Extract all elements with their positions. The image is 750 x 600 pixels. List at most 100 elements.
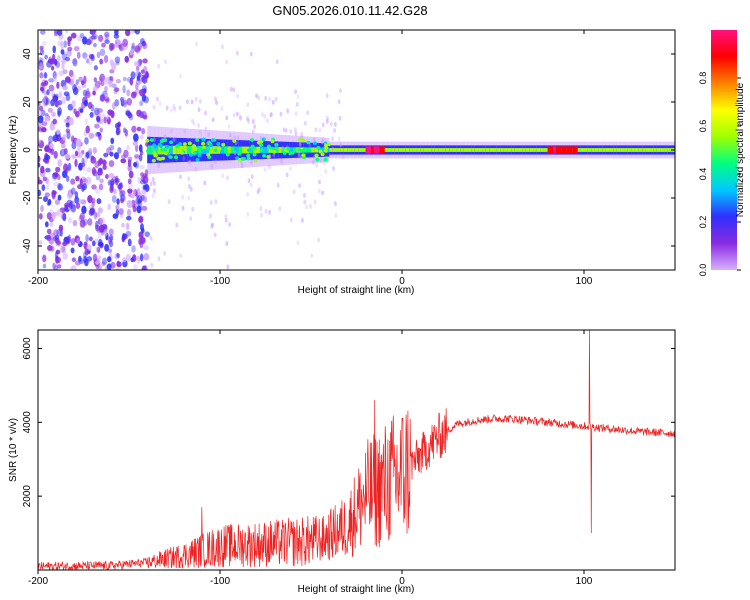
spectrogram-cell bbox=[86, 167, 92, 173]
spectrogram-cell bbox=[132, 91, 138, 97]
spectrogram-cell bbox=[134, 30, 141, 35]
spectrogram-cell bbox=[642, 148, 647, 152]
spectrogram-cell bbox=[40, 126, 47, 133]
spectrogram-cell bbox=[87, 59, 93, 66]
spectrogram-cell bbox=[358, 148, 363, 152]
spectrogram-cell bbox=[210, 164, 214, 169]
spectrogram-cell bbox=[553, 146, 556, 154]
spectrogram-cell bbox=[122, 76, 127, 82]
spectrogram-cell bbox=[214, 96, 217, 102]
spectrogram-cell bbox=[329, 148, 333, 152]
snr-y-tick-label: 2000 bbox=[22, 485, 33, 508]
spectrogram-cell bbox=[40, 82, 47, 87]
spectrogram-cell bbox=[56, 240, 62, 246]
spectrogram-cell bbox=[163, 138, 168, 143]
spectrogram-cell bbox=[609, 148, 614, 152]
spectrogram-cell bbox=[121, 96, 127, 105]
spectrogram-cell bbox=[127, 178, 132, 185]
spectrogram-cell bbox=[250, 138, 255, 142]
spectrogram-cell bbox=[70, 32, 77, 39]
spectrogram-cell bbox=[99, 178, 104, 184]
spectrogram-cell bbox=[315, 162, 319, 168]
spectrogram-cell bbox=[294, 89, 298, 95]
spectrogram-cell bbox=[42, 95, 49, 104]
spectrogram-cell bbox=[197, 107, 201, 113]
spectrogram-cell bbox=[106, 147, 112, 156]
spectrogram-cell bbox=[173, 155, 178, 159]
spectrogram-cell bbox=[365, 146, 369, 154]
spectrogram-cell bbox=[82, 156, 88, 164]
spectrogram-cell bbox=[268, 149, 273, 153]
spectrogram-cell bbox=[233, 150, 237, 156]
spectrogram-cell bbox=[321, 190, 324, 196]
spectrogram-cell bbox=[134, 88, 140, 94]
spectrogram-cell bbox=[152, 104, 156, 110]
spectrogram-cell bbox=[225, 175, 229, 181]
spectrogram-cell bbox=[281, 146, 285, 152]
spectrogram-cell bbox=[120, 98, 125, 107]
spectrogram-cell bbox=[268, 209, 272, 215]
spectrogram-cell bbox=[259, 206, 263, 211]
spectrogram-cell bbox=[85, 125, 91, 134]
spectrogram-cell bbox=[325, 93, 329, 99]
spectrogram-cell bbox=[89, 207, 95, 215]
spectrogram-cell bbox=[141, 128, 146, 135]
spectrogram-cell bbox=[507, 148, 512, 152]
spectrogram-cell bbox=[152, 151, 157, 155]
spectrogram-cell bbox=[161, 156, 166, 161]
spectrogram-cell bbox=[65, 30, 69, 34]
spectrogram-cell bbox=[41, 184, 46, 191]
spectrogram-cell bbox=[311, 159, 315, 165]
spectrogram-cell bbox=[555, 146, 559, 154]
spectrogram-cell bbox=[38, 110, 42, 117]
spectrogram-cell bbox=[48, 136, 54, 143]
spectrogram-cell bbox=[97, 207, 103, 214]
spectrogram-cell bbox=[247, 178, 251, 183]
spectrogram-cell bbox=[139, 253, 144, 262]
spectrogram-cell bbox=[188, 159, 192, 165]
spectrogram-cell bbox=[88, 147, 93, 155]
spectrogram-cell bbox=[135, 79, 142, 85]
spectrogram-cell bbox=[179, 253, 183, 259]
spectrogram-cell bbox=[74, 260, 81, 266]
spectrogram-cell bbox=[301, 153, 306, 157]
spectrogram-cell bbox=[133, 61, 139, 67]
spectrogram-cell bbox=[84, 118, 88, 126]
spectrogram-cell bbox=[351, 148, 355, 152]
spectrogram-cell bbox=[114, 56, 121, 64]
spectrogram-cell bbox=[295, 102, 299, 107]
spectrogram-cell bbox=[584, 148, 588, 152]
spectrogram-cell bbox=[240, 163, 244, 169]
spectrogram-cell bbox=[66, 192, 73, 200]
spectrogram-cell bbox=[178, 174, 182, 180]
spectrogram-cell bbox=[572, 146, 575, 154]
spectrogram-cell bbox=[253, 158, 258, 163]
spectrogram-cell bbox=[95, 246, 99, 252]
spectrogram-cell bbox=[434, 148, 439, 152]
spectrogram-cell bbox=[109, 185, 114, 194]
spectrogram-cell bbox=[55, 166, 61, 173]
spectrogram-cell bbox=[65, 122, 70, 128]
spectrogram-cell bbox=[38, 105, 44, 112]
spectrogram-cell bbox=[263, 167, 267, 172]
spectrogram-cell bbox=[113, 33, 120, 39]
spectrogram-cell bbox=[323, 157, 328, 162]
spectrogram-cell bbox=[38, 213, 43, 220]
colorbar-label: Normalized spectral amplitude bbox=[735, 82, 746, 217]
spectrogram-cell bbox=[605, 148, 610, 152]
spectrogram-cell bbox=[57, 264, 62, 269]
spectrogram-cell bbox=[153, 145, 158, 150]
snr-series-line bbox=[38, 330, 675, 570]
spectrogram-cell bbox=[45, 183, 50, 191]
spectrogram-cell bbox=[238, 114, 242, 120]
spectrogram-cell bbox=[416, 148, 421, 152]
spectrogram-cell bbox=[77, 184, 82, 190]
spectrogram-cell bbox=[99, 48, 106, 57]
spectrogram-cell bbox=[518, 148, 523, 152]
spectrogram-cell bbox=[221, 173, 225, 179]
spectrogram-cell bbox=[500, 148, 505, 152]
spectrogram-cell bbox=[547, 146, 551, 154]
spectrogram-cell bbox=[246, 102, 250, 108]
spectrogram-cell bbox=[40, 165, 45, 174]
spectrogram-cell bbox=[75, 175, 80, 182]
